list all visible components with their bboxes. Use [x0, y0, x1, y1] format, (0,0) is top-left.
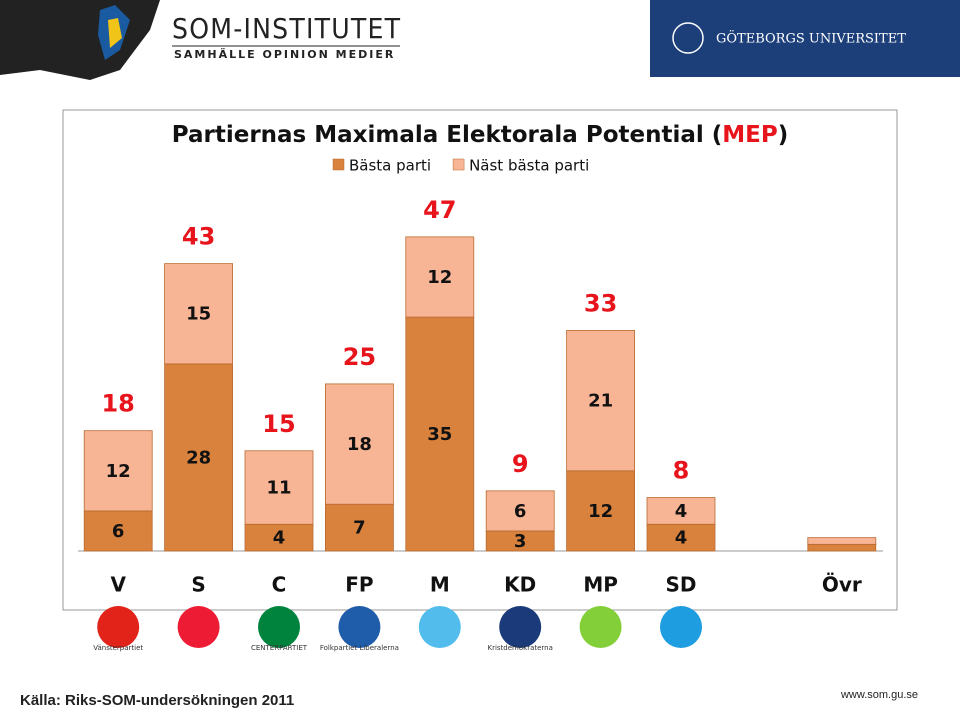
- value-label: 12: [427, 267, 452, 288]
- total-label: 8: [673, 457, 690, 485]
- map-sweden-cross: [108, 18, 122, 48]
- party-logo: [177, 606, 220, 648]
- logo-caption: Folkpartiet Liberalerna: [320, 644, 399, 652]
- bar-segment: [807, 537, 877, 545]
- map-graphic: [0, 0, 160, 80]
- x-tick-label: Övr: [822, 573, 862, 597]
- bar-segment: [83, 430, 153, 512]
- x-tick-label: S: [191, 573, 205, 597]
- value-label: 4: [273, 528, 286, 549]
- total-label: 33: [584, 289, 617, 317]
- bar-segment: [646, 497, 716, 525]
- legend-label: Näst bästa parti: [469, 157, 589, 175]
- value-label: 12: [588, 501, 613, 522]
- logo-caption: CENTERPARTIET: [251, 644, 308, 652]
- total-label: 15: [262, 410, 295, 438]
- institute-tagline: SAMHÄLLE OPINION MEDIER: [174, 47, 395, 61]
- value-label: 4: [675, 501, 688, 522]
- x-tick-label: C: [272, 573, 287, 597]
- bar-segment: [405, 316, 475, 552]
- value-label: 6: [514, 501, 527, 522]
- x-tick-label: V: [110, 573, 126, 597]
- value-label: 7: [353, 518, 366, 539]
- bar-segment: [405, 236, 475, 318]
- title-part: Partiernas Maximala Elektorala Potential…: [172, 122, 723, 148]
- x-tick-label: M: [430, 573, 450, 597]
- total-label: 18: [101, 390, 134, 418]
- value-label: 3: [514, 531, 527, 552]
- value-label: 21: [588, 391, 613, 412]
- party-logo: [660, 606, 702, 648]
- x-tick-label: FP: [345, 573, 373, 597]
- bar-segment: [566, 330, 635, 472]
- bar-segment: [807, 543, 877, 552]
- source-note: Källa: Riks-SOM-undersökningen 2011: [20, 692, 294, 709]
- url: www.som.gu.se: [840, 689, 918, 701]
- logo-caption: Vänsterpartiet: [93, 644, 143, 652]
- value-label: 11: [266, 478, 291, 499]
- party-logo: [338, 606, 381, 648]
- bar-segment: [244, 450, 314, 525]
- party-logo: [418, 606, 461, 648]
- bar-segment: [324, 503, 394, 552]
- legend-label: Bästa parti: [349, 157, 431, 175]
- total-label: 9: [512, 450, 529, 478]
- value-label: 4: [675, 528, 688, 549]
- bar-segment: [244, 523, 314, 552]
- value-label: 35: [427, 424, 452, 445]
- title-part: ): [778, 122, 789, 148]
- university-name: GÖTEBORGS UNIVERSITET: [716, 30, 906, 47]
- x-tick-label: KD: [504, 573, 536, 597]
- institute-name: SOM-INSTITUTET: [172, 12, 401, 45]
- value-label: 18: [347, 434, 372, 455]
- som-logo: SOM-INSTITUTET SAMHÄLLE OPINION MEDIER: [0, 0, 401, 80]
- value-label: 15: [186, 304, 211, 325]
- university-seal: [672, 22, 704, 54]
- x-tick-label: MP: [583, 573, 618, 597]
- value-label: 12: [106, 461, 131, 482]
- total-label: 43: [182, 223, 215, 251]
- bar-segment: [485, 490, 555, 532]
- party-logo: [258, 606, 300, 648]
- total-label: 47: [423, 196, 456, 224]
- value-label: 28: [186, 447, 211, 468]
- chart-title: Partiernas Maximala Elektorala Potential…: [172, 122, 789, 148]
- party-logo: [499, 606, 542, 648]
- value-label: 6: [112, 521, 125, 542]
- bar-segment: [164, 263, 234, 365]
- university-banner: [650, 0, 960, 77]
- legend-swatch: [452, 158, 465, 171]
- party-logo: [579, 606, 622, 648]
- total-label: 25: [343, 343, 376, 371]
- legend-swatch: [332, 158, 345, 171]
- bar-segment: [324, 383, 394, 505]
- title-highlight: MEP: [722, 122, 777, 148]
- party-logo: [97, 606, 140, 648]
- x-tick-label: SD: [665, 573, 696, 597]
- logo-caption: Kristdemokraterna: [487, 644, 552, 652]
